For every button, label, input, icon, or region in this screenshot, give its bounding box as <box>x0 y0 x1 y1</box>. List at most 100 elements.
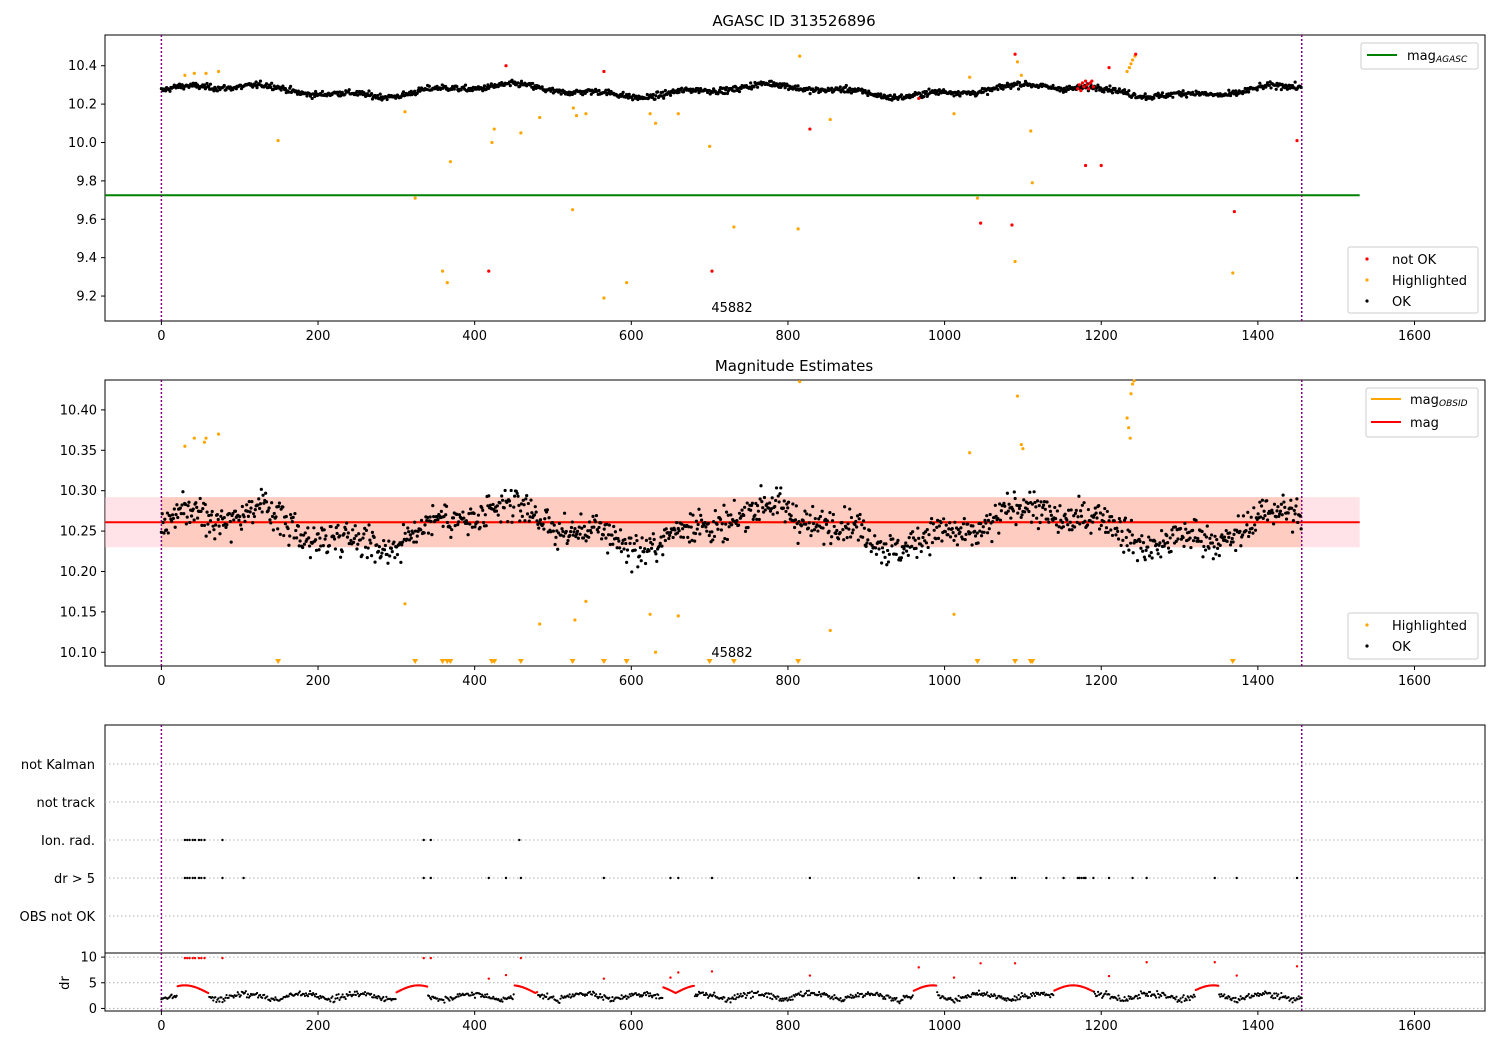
dr-point <box>765 992 768 995</box>
highlighted-point <box>1019 443 1023 447</box>
ok-point <box>1225 539 1229 543</box>
ok-point <box>161 520 165 525</box>
dr-point <box>334 997 337 1000</box>
ok-point <box>480 506 484 510</box>
flag-point <box>1084 876 1087 880</box>
ok-point <box>939 521 943 525</box>
ok-point <box>469 507 473 511</box>
flag-point <box>669 876 672 880</box>
ok-point <box>680 522 684 526</box>
highlighted-point <box>1015 60 1020 64</box>
ok-point <box>623 537 627 542</box>
ok-point <box>1004 511 1009 515</box>
not-ok-point <box>1079 89 1083 93</box>
dr-point <box>1108 993 1111 996</box>
ok-point <box>952 94 956 98</box>
highlighted-point <box>1021 447 1025 451</box>
ok-point <box>901 551 905 555</box>
ok-point <box>1128 530 1132 534</box>
ok-point <box>1259 515 1263 519</box>
dr-point <box>807 989 811 992</box>
ok-point <box>976 541 980 545</box>
dr-point <box>598 995 601 998</box>
ok-point <box>1097 504 1101 508</box>
ok-point <box>1183 521 1187 526</box>
ok-point <box>269 521 273 525</box>
ok-point <box>1129 518 1134 522</box>
ok-point <box>449 535 453 539</box>
ok-point <box>222 515 226 520</box>
ok-point <box>378 92 382 96</box>
ok-point <box>778 492 782 496</box>
ok-point <box>602 527 606 531</box>
ok-point <box>1042 500 1047 504</box>
highlighted-point <box>1015 394 1020 398</box>
ok-point <box>807 521 811 525</box>
highlighted-point <box>1029 129 1033 133</box>
ok-point <box>551 529 555 533</box>
ok-point <box>604 88 608 92</box>
dr-point <box>1290 997 1293 1000</box>
ok-point <box>862 526 866 530</box>
ok-point <box>344 527 348 532</box>
ok-point <box>716 527 720 531</box>
ok-point <box>661 553 665 557</box>
ok-point <box>401 523 406 527</box>
ok-point <box>896 538 900 542</box>
ok-point <box>750 501 754 505</box>
dr-point <box>976 993 980 996</box>
highlighted-point <box>968 75 972 79</box>
ok-point <box>668 530 673 535</box>
ok-point <box>290 520 294 524</box>
ok-point <box>905 544 910 548</box>
ok-point <box>1294 504 1298 508</box>
ok-point <box>317 548 321 552</box>
ok-point <box>423 523 427 527</box>
dr-point <box>347 993 350 997</box>
dr-point <box>823 991 826 995</box>
ok-point <box>415 534 419 538</box>
ok-point <box>355 547 359 551</box>
ok-point <box>881 550 885 554</box>
ok-point <box>541 522 545 526</box>
ok-point <box>261 493 265 497</box>
dr-point <box>843 998 846 1001</box>
ok-point <box>329 524 333 529</box>
ok-point <box>589 531 593 535</box>
dr-point <box>634 991 637 995</box>
ok-point <box>518 84 522 89</box>
dr-point <box>376 997 379 1000</box>
panel4-xtick-label: 600 <box>619 1019 644 1034</box>
dr-point <box>1102 995 1105 998</box>
dr-point <box>306 995 310 998</box>
ok-point <box>855 514 860 518</box>
ok-point <box>959 526 963 530</box>
ok-point <box>784 509 788 514</box>
dr-point <box>820 995 823 998</box>
dr-point <box>1128 997 1131 1000</box>
ok-point <box>617 539 621 543</box>
legend-not-ok-label: not OK <box>1392 253 1437 268</box>
ok-point <box>844 526 848 530</box>
ok-point <box>466 533 470 537</box>
dr-point <box>657 993 660 996</box>
ok-point <box>1056 530 1060 534</box>
ok-point <box>593 520 598 524</box>
dr-point <box>1138 996 1141 1000</box>
dr-point <box>340 995 343 998</box>
ok-point <box>636 97 640 102</box>
dr-point <box>694 993 698 996</box>
ok-point <box>1058 504 1062 508</box>
ok-point <box>209 513 213 517</box>
dr-point <box>1271 994 1274 997</box>
dr-spike-point <box>422 956 425 960</box>
dr-point <box>1239 995 1242 998</box>
ok-point <box>488 503 493 507</box>
highlighted-point <box>968 451 972 455</box>
dr-point <box>457 995 460 998</box>
dr-point <box>545 995 548 998</box>
dr-point <box>336 997 339 1000</box>
ok-point <box>189 514 194 518</box>
ok-point <box>1001 87 1005 91</box>
flag-point <box>518 838 521 842</box>
